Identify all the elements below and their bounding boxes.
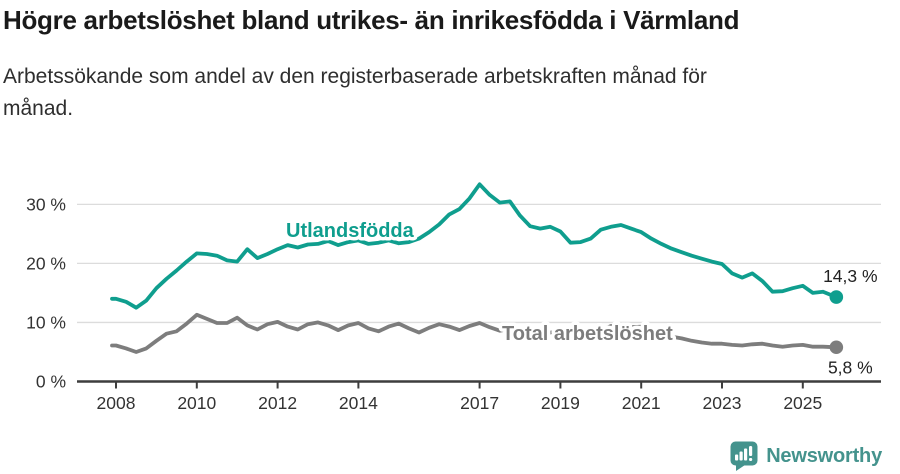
newsworthy-logo: Newsworthy [730, 441, 882, 471]
x-tick-label: 2019 [541, 393, 580, 413]
x-tick-label: 2025 [783, 393, 822, 413]
y-tick-label: 0 % [36, 372, 66, 392]
series-end-dot-total-arbetsl-shet [829, 340, 844, 355]
series-end-dot-utlandsf-dda [829, 290, 844, 304]
series-line-total-arbetsl-shet [110, 312, 839, 354]
x-tick-label: 2012 [258, 393, 297, 413]
newsworthy-icon [730, 441, 758, 471]
series-end-value-utlandsf-dda: 14,3 % [823, 266, 877, 286]
x-tick-label: 2008 [97, 393, 136, 413]
series-label-total-arbetsl-shet: Total arbetslöshet [502, 323, 673, 345]
series-line-utlandsf-dda [110, 182, 839, 310]
chart-title: Högre arbetslöshet bland utrikes- än inr… [3, 5, 740, 35]
chart-subtitle: Arbetssökande som andel av den registerb… [3, 61, 707, 125]
x-tick-label: 2017 [460, 393, 499, 413]
subtitle-line-1: Arbetssökande som andel av den registerb… [3, 65, 707, 88]
x-tick-label: 2023 [703, 393, 742, 413]
series-end-value-total-arbetsl-shet: 5,8 % [828, 357, 873, 377]
y-tick-label: 10 % [26, 312, 66, 332]
x-tick-label: 2010 [177, 393, 216, 413]
y-tick-label: 20 % [26, 253, 66, 273]
y-tick-label: 30 % [26, 194, 66, 214]
newsworthy-brand-text: Newsworthy [766, 444, 882, 467]
x-tick-label: 2021 [622, 393, 661, 413]
series-label-utlandsf-dda: Utlandsfödda [286, 220, 415, 242]
subtitle-line-2: månad. [3, 97, 74, 120]
x-tick-label: 2014 [339, 393, 378, 413]
